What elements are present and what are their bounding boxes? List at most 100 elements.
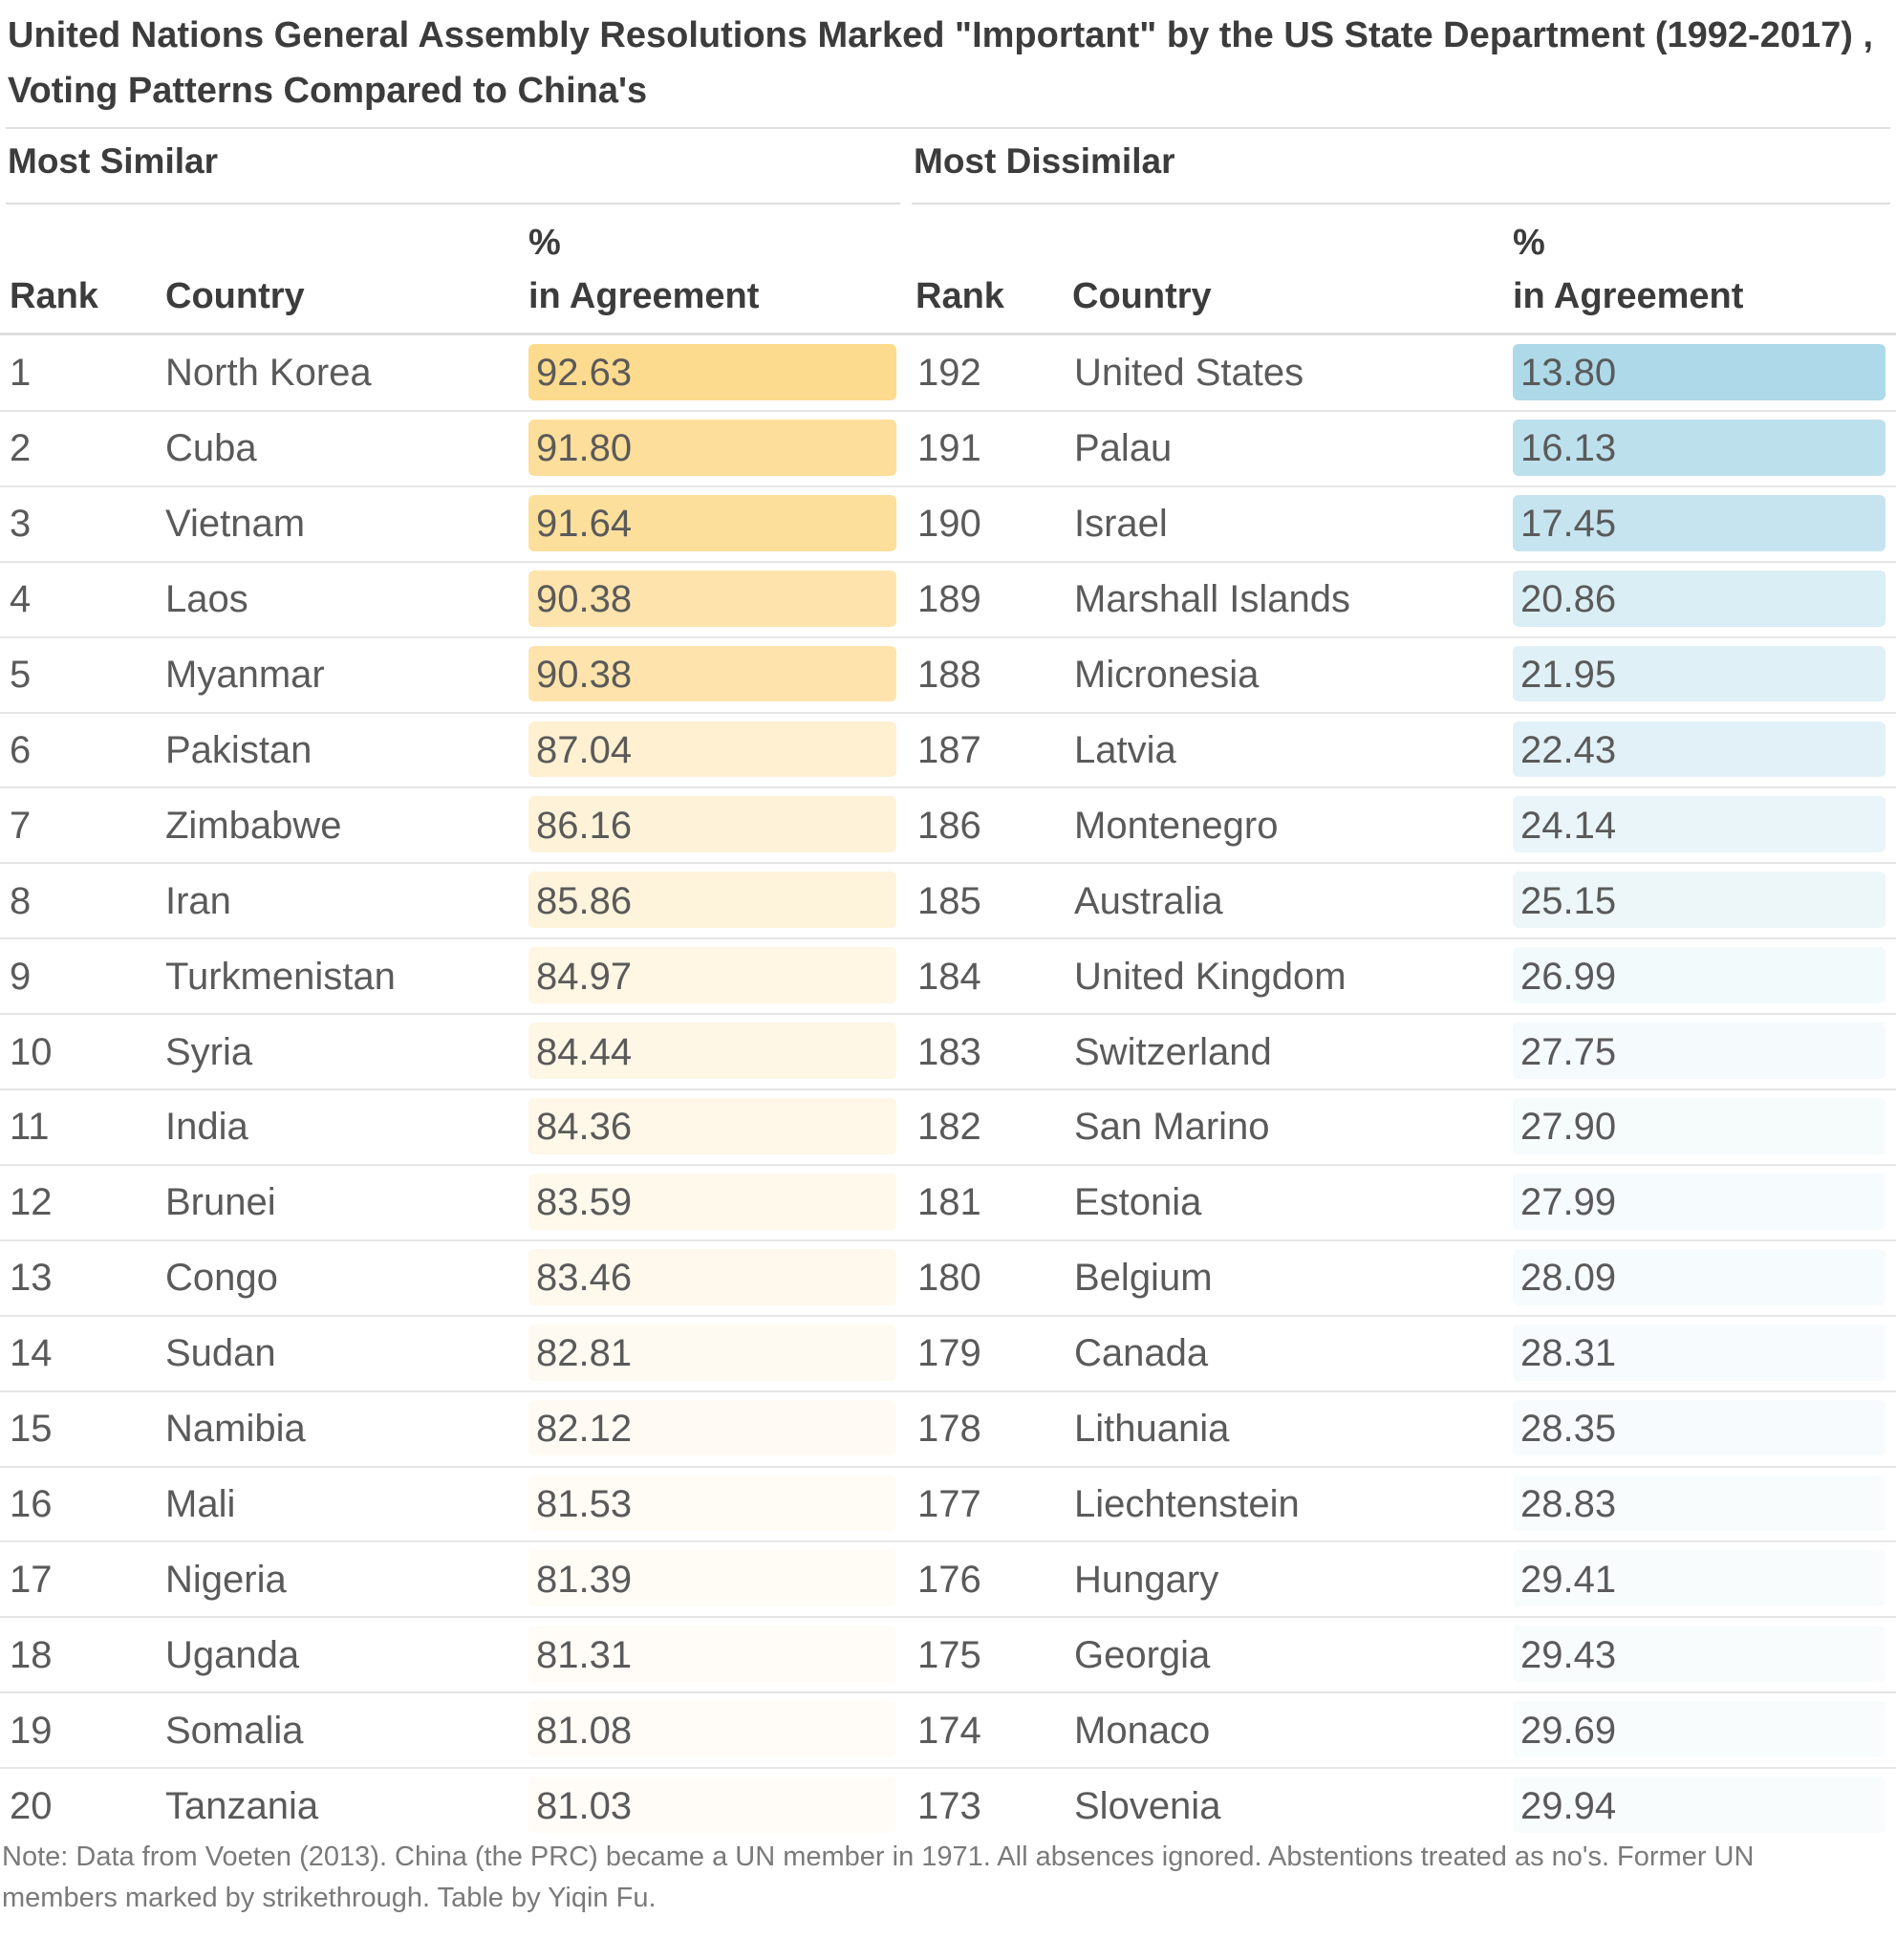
rank-cell: 182: [917, 1106, 981, 1149]
row-separator: [902, 560, 1896, 563]
rank-cell: 175: [917, 1633, 981, 1676]
country-cell: North Korea: [165, 352, 372, 395]
value-bar: [528, 796, 896, 853]
value-bar: [1513, 1098, 1885, 1154]
value-cell: 91.80: [536, 427, 633, 470]
rank-cell: 7: [10, 804, 32, 847]
country-cell: Uganda: [165, 1633, 300, 1676]
rank-cell: 192: [917, 352, 981, 395]
value-bar: [528, 494, 896, 551]
row-separator: [902, 1088, 1896, 1090]
rank-cell: 185: [917, 879, 981, 922]
row-separator: [902, 409, 1896, 412]
country-cell: Latvia: [1074, 728, 1176, 771]
value-cell: 82.12: [536, 1408, 633, 1451]
value-cell: 22.43: [1520, 728, 1617, 771]
country-cell: Liechtenstein: [1074, 1482, 1300, 1525]
value-cell: 26.99: [1520, 955, 1617, 998]
value-bar: [1513, 1550, 1885, 1607]
value-cell: 28.09: [1520, 1257, 1617, 1300]
row-separator: [902, 1013, 1896, 1016]
value-bar: [1513, 872, 1885, 929]
country-cell: Congo: [165, 1257, 278, 1300]
rank-cell: 11: [10, 1106, 50, 1149]
rank-cell: 19: [10, 1709, 53, 1752]
country-cell: Somalia: [165, 1709, 304, 1752]
country-cell: United States: [1074, 352, 1304, 395]
row-separator: [902, 1314, 1896, 1317]
country-cell: Switzerland: [1074, 1030, 1272, 1073]
rank-cell: 20: [10, 1784, 53, 1827]
value-bar: [528, 645, 896, 702]
value-bar: [528, 721, 896, 778]
rank-cell: 10: [10, 1030, 53, 1073]
country-cell: San Marino: [1074, 1106, 1270, 1149]
value-bar: [1513, 1023, 1885, 1079]
value-cell: 81.39: [536, 1558, 633, 1601]
row-separator: [902, 711, 1896, 714]
chart-title: United Nations General Assembly Resoluti…: [8, 15, 1874, 111]
rank-cell: 17: [10, 1558, 53, 1601]
header-rank-dissimilar: Rank: [916, 276, 1004, 316]
country-cell: Brunei: [165, 1181, 276, 1224]
value-bar: [1513, 570, 1885, 627]
row-separator: [902, 1163, 1896, 1166]
row-separator: [0, 711, 902, 714]
row-separator: [0, 1691, 902, 1694]
row-separator: [0, 1013, 902, 1016]
row-separator: [0, 1616, 902, 1619]
value-bar: [1513, 419, 1885, 476]
row-separator: [0, 635, 902, 638]
value-bar: [1513, 1626, 1885, 1683]
rank-cell: 181: [917, 1181, 981, 1224]
rank-cell: 14: [10, 1332, 53, 1375]
value-bar: [528, 1324, 896, 1381]
rank-cell: 173: [917, 1784, 981, 1827]
country-cell: Zimbabwe: [165, 804, 342, 847]
row-separator: [902, 1540, 1896, 1543]
country-cell: Monaco: [1074, 1709, 1211, 1752]
rank-cell: 191: [917, 427, 981, 470]
header-country-similar: Country: [165, 276, 305, 316]
value-bar: [528, 570, 896, 627]
row-separator: [0, 786, 902, 789]
rank-cell: 13: [10, 1257, 53, 1300]
value-bar: [528, 872, 896, 929]
country-cell: Georgia: [1074, 1633, 1211, 1676]
value-cell: 90.38: [536, 654, 633, 697]
value-bar: [528, 1626, 896, 1683]
rank-cell: 18: [10, 1633, 53, 1676]
rank-cell: 2: [10, 427, 32, 470]
row-separator: [902, 862, 1896, 865]
row-separator: [0, 560, 902, 563]
row-separator: [0, 1163, 902, 1166]
value-bar: [528, 1173, 896, 1230]
value-cell: 84.97: [536, 955, 633, 998]
footnote: Note: Data from Voeten (2013). China (th…: [2, 1842, 1755, 1913]
value-cell: 81.08: [536, 1709, 633, 1752]
value-bar: [1513, 344, 1885, 400]
country-cell: India: [165, 1106, 248, 1149]
title-rule: [6, 127, 1890, 129]
rank-cell: 190: [917, 503, 981, 546]
rank-cell: 189: [917, 578, 981, 621]
value-bar: [528, 1475, 896, 1532]
row-separator: [0, 409, 902, 412]
value-bar: [528, 1550, 896, 1607]
header-agreement-similar: in Agreement: [528, 276, 760, 316]
value-bar: [1513, 645, 1885, 702]
rank-cell: 184: [917, 955, 981, 998]
value-bar: [1513, 721, 1885, 778]
value-cell: 83.46: [536, 1257, 633, 1300]
group-rule-similar: [6, 203, 900, 205]
country-cell: Laos: [165, 578, 248, 621]
row-separator: [0, 1767, 902, 1770]
row-separator: [902, 1238, 1896, 1241]
header-rule: [0, 333, 1896, 335]
value-cell: 17.45: [1520, 503, 1617, 546]
value-cell: 28.83: [1520, 1482, 1617, 1525]
group-heading-similar: Most Similar: [8, 141, 218, 181]
value-cell: 82.81: [536, 1332, 633, 1375]
value-bar: [528, 1777, 896, 1833]
